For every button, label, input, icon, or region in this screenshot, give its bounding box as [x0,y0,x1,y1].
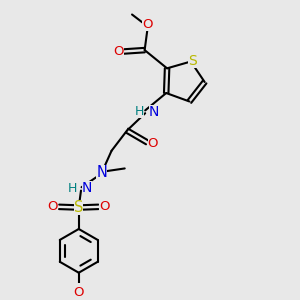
Text: N: N [82,181,92,195]
Text: O: O [113,45,124,58]
Text: S: S [74,200,83,215]
Text: O: O [74,286,84,299]
Text: O: O [99,200,110,213]
Text: O: O [148,137,158,150]
Text: N: N [96,165,107,180]
Text: H: H [134,105,144,118]
Text: H: H [68,182,78,195]
Text: S: S [188,54,197,68]
Text: N: N [148,104,159,118]
Text: O: O [142,17,153,31]
Text: O: O [48,200,58,213]
